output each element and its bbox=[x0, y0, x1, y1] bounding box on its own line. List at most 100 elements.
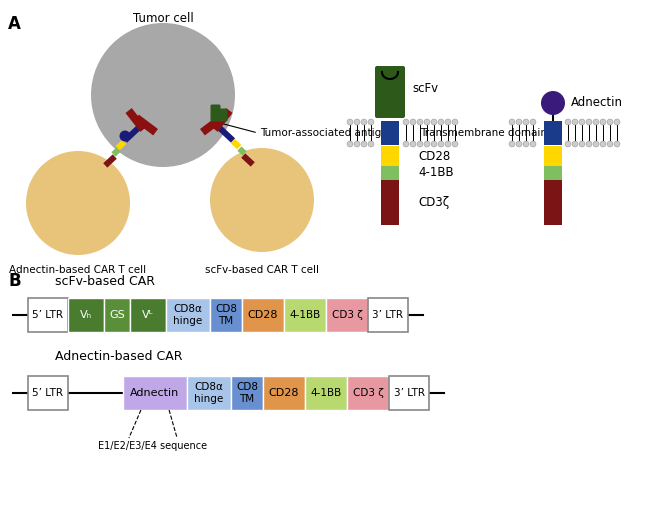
FancyBboxPatch shape bbox=[381, 180, 399, 225]
Polygon shape bbox=[241, 153, 255, 167]
Circle shape bbox=[509, 141, 515, 147]
FancyBboxPatch shape bbox=[187, 376, 231, 410]
Text: Vᴸ: Vᴸ bbox=[142, 310, 154, 320]
Text: B: B bbox=[8, 272, 20, 290]
Circle shape bbox=[417, 141, 423, 147]
Circle shape bbox=[530, 141, 536, 147]
FancyBboxPatch shape bbox=[166, 298, 210, 332]
Polygon shape bbox=[123, 123, 143, 143]
Circle shape bbox=[572, 141, 578, 147]
Circle shape bbox=[572, 119, 578, 125]
Text: Adnectin: Adnectin bbox=[571, 97, 623, 110]
Circle shape bbox=[361, 141, 367, 147]
Circle shape bbox=[516, 119, 522, 125]
Text: Transmembrane domain: Transmembrane domain bbox=[420, 128, 547, 138]
Circle shape bbox=[600, 141, 606, 147]
Circle shape bbox=[431, 119, 437, 125]
FancyBboxPatch shape bbox=[368, 298, 408, 332]
FancyBboxPatch shape bbox=[123, 376, 187, 410]
Polygon shape bbox=[103, 155, 117, 168]
Text: 3’ LTR: 3’ LTR bbox=[394, 388, 424, 398]
Text: scFv-based CAR: scFv-based CAR bbox=[55, 275, 155, 288]
Polygon shape bbox=[111, 147, 121, 157]
Text: CD8α
hinge: CD8α hinge bbox=[195, 382, 223, 404]
Text: scFv: scFv bbox=[412, 81, 438, 94]
Circle shape bbox=[565, 119, 571, 125]
Text: scFv-based CAR T cell: scFv-based CAR T cell bbox=[205, 265, 319, 275]
Circle shape bbox=[424, 119, 430, 125]
Circle shape bbox=[452, 119, 458, 125]
FancyBboxPatch shape bbox=[104, 298, 130, 332]
FancyBboxPatch shape bbox=[210, 298, 242, 332]
Circle shape bbox=[210, 148, 314, 252]
FancyBboxPatch shape bbox=[544, 166, 562, 180]
Text: Vₕ: Vₕ bbox=[80, 310, 92, 320]
Polygon shape bbox=[237, 146, 246, 156]
Circle shape bbox=[431, 141, 437, 147]
Circle shape bbox=[593, 119, 599, 125]
Text: CD3 ζ: CD3 ζ bbox=[352, 388, 383, 398]
Circle shape bbox=[119, 130, 130, 141]
Circle shape bbox=[593, 141, 599, 147]
Text: Tumor cell: Tumor cell bbox=[132, 12, 193, 25]
FancyBboxPatch shape bbox=[242, 298, 284, 332]
Circle shape bbox=[424, 141, 430, 147]
Circle shape bbox=[541, 91, 565, 115]
Text: 4-1BB: 4-1BB bbox=[310, 388, 342, 398]
Text: 4-1BB: 4-1BB bbox=[418, 167, 454, 180]
Polygon shape bbox=[215, 123, 235, 143]
Circle shape bbox=[438, 141, 444, 147]
FancyBboxPatch shape bbox=[263, 376, 305, 410]
Circle shape bbox=[452, 141, 458, 147]
FancyBboxPatch shape bbox=[326, 298, 368, 332]
Polygon shape bbox=[126, 108, 147, 132]
Circle shape bbox=[586, 119, 592, 125]
Text: 3’ LTR: 3’ LTR bbox=[373, 310, 403, 320]
Polygon shape bbox=[116, 140, 126, 150]
Circle shape bbox=[417, 119, 423, 125]
Text: CD8
TM: CD8 TM bbox=[215, 304, 237, 326]
Text: CD8α
hinge: CD8α hinge bbox=[174, 304, 202, 326]
Circle shape bbox=[516, 141, 522, 147]
Circle shape bbox=[354, 119, 360, 125]
FancyBboxPatch shape bbox=[347, 376, 389, 410]
Circle shape bbox=[607, 141, 613, 147]
FancyBboxPatch shape bbox=[375, 66, 391, 118]
FancyBboxPatch shape bbox=[544, 146, 562, 166]
Text: Adnectin-based CAR T cell: Adnectin-based CAR T cell bbox=[9, 265, 147, 275]
Circle shape bbox=[91, 23, 235, 167]
FancyBboxPatch shape bbox=[68, 298, 104, 332]
Circle shape bbox=[579, 141, 585, 147]
Circle shape bbox=[445, 141, 451, 147]
FancyBboxPatch shape bbox=[381, 121, 399, 145]
FancyBboxPatch shape bbox=[284, 298, 326, 332]
Circle shape bbox=[438, 119, 444, 125]
Text: 5’ LTR: 5’ LTR bbox=[33, 310, 64, 320]
Polygon shape bbox=[200, 115, 224, 135]
Circle shape bbox=[565, 141, 571, 147]
FancyBboxPatch shape bbox=[217, 109, 227, 122]
Circle shape bbox=[361, 119, 367, 125]
Polygon shape bbox=[212, 108, 233, 132]
Text: CD8
TM: CD8 TM bbox=[236, 382, 258, 404]
Circle shape bbox=[600, 119, 606, 125]
FancyBboxPatch shape bbox=[389, 66, 405, 118]
FancyBboxPatch shape bbox=[381, 146, 399, 166]
FancyBboxPatch shape bbox=[544, 121, 562, 145]
Circle shape bbox=[368, 141, 374, 147]
Circle shape bbox=[410, 119, 416, 125]
FancyBboxPatch shape bbox=[231, 376, 263, 410]
Circle shape bbox=[530, 119, 536, 125]
Circle shape bbox=[347, 141, 353, 147]
Circle shape bbox=[523, 119, 529, 125]
Circle shape bbox=[509, 119, 515, 125]
FancyBboxPatch shape bbox=[28, 376, 68, 410]
FancyBboxPatch shape bbox=[28, 298, 68, 332]
Text: Tumor-associated antigen: Tumor-associated antigen bbox=[260, 128, 394, 138]
FancyBboxPatch shape bbox=[389, 376, 429, 410]
FancyBboxPatch shape bbox=[381, 166, 399, 180]
FancyBboxPatch shape bbox=[210, 104, 221, 122]
Circle shape bbox=[579, 119, 585, 125]
Text: 4-1BB: 4-1BB bbox=[290, 310, 321, 320]
Polygon shape bbox=[231, 139, 241, 149]
